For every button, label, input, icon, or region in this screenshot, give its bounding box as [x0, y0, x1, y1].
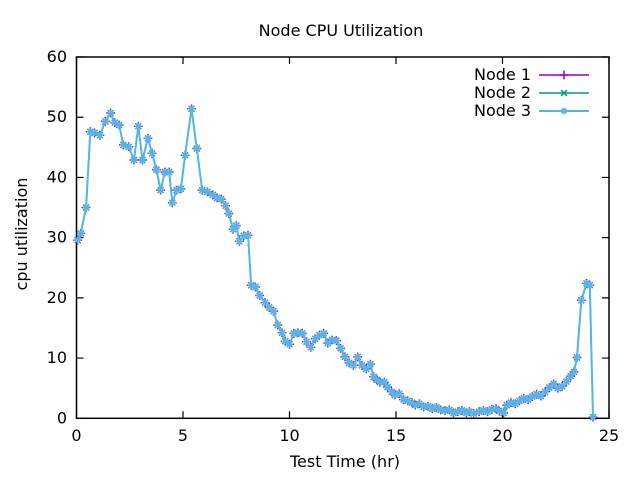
x-tick-label: 20: [492, 426, 512, 445]
axis-tick-labels: 0 5 10 15 20 25 0 10 20 30 40 50 60: [47, 47, 620, 445]
y-tick-label: 0: [57, 408, 67, 427]
x-tick-label: 0: [71, 426, 81, 445]
legend-entry-node-3: Node 3: [474, 101, 589, 120]
legend-marker-sample: [559, 70, 569, 80]
series-group: [73, 104, 598, 422]
x-tick-label: 5: [178, 426, 188, 445]
y-tick-label: 50: [47, 107, 67, 126]
legend-label: Node 2: [474, 83, 531, 102]
x-tick-label: 15: [386, 426, 406, 445]
y-axis-label: cpu utilization: [12, 178, 31, 291]
y-tick-label: 30: [47, 228, 67, 247]
legend-marker-sample: [560, 107, 568, 115]
y-tick-label: 20: [47, 288, 67, 307]
series-line: [76, 107, 594, 418]
series-line: [76, 108, 594, 418]
series-node-3: [74, 105, 597, 421]
legend-label: Node 1: [474, 65, 531, 84]
legend-entry-node-1: Node 1: [474, 65, 589, 84]
legend-marker-sample: [560, 89, 568, 97]
y-tick-label: 10: [47, 348, 67, 367]
series-line: [76, 108, 594, 418]
y-tick-label: 40: [47, 167, 67, 186]
x-tick-label: 10: [279, 426, 299, 445]
chart-title: Node CPU Utilization: [259, 21, 424, 40]
x-tick-label: 25: [599, 426, 619, 445]
series-markers: [74, 105, 597, 421]
x-axis-label: Test Time (hr): [289, 452, 400, 471]
legend-entry-node-2: Node 2: [474, 83, 589, 102]
y-tick-label: 60: [47, 47, 67, 66]
legend-label: Node 3: [474, 101, 531, 120]
